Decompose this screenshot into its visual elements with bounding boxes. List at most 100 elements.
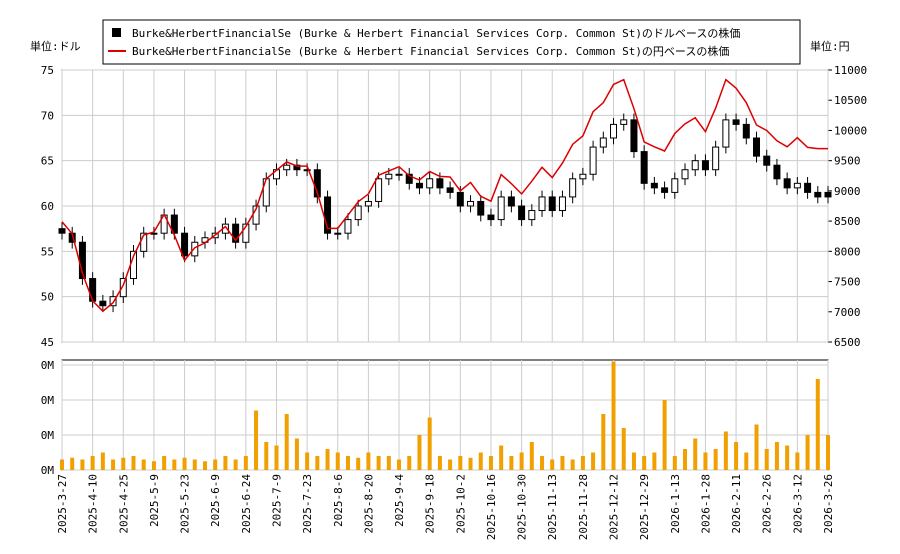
x-tick-label: 2025-10-30 xyxy=(516,474,529,540)
candle-body xyxy=(446,187,454,193)
volume-bar xyxy=(683,449,688,470)
candle-body xyxy=(814,191,822,198)
candle-body xyxy=(99,300,107,307)
volume-bar xyxy=(815,379,820,470)
legend-swatch xyxy=(112,28,121,37)
candle-body xyxy=(528,210,536,221)
volume-bar xyxy=(202,461,207,470)
volume-bar xyxy=(662,400,667,470)
x-tick-label: 2026-3-12 xyxy=(791,474,804,534)
volume-bar xyxy=(437,456,442,470)
volume-bar xyxy=(448,459,453,470)
volume-bar xyxy=(529,442,534,470)
y2-tick-label: 7500 xyxy=(834,276,861,289)
volume-bar xyxy=(274,445,279,470)
candle-body xyxy=(691,160,699,171)
volume-bar xyxy=(325,449,330,470)
x-tick-label: 2025-7-23 xyxy=(301,474,314,534)
candle-body xyxy=(181,232,189,257)
y2-tick-label: 9000 xyxy=(834,185,861,198)
volume-bar xyxy=(734,442,739,470)
volume-bar xyxy=(111,459,116,470)
candle-body xyxy=(763,155,771,166)
volume-bar xyxy=(80,459,85,470)
candle-body xyxy=(671,178,679,193)
volume-bar xyxy=(642,456,647,470)
volume-bar xyxy=(335,452,340,470)
y-tick-label: 65 xyxy=(41,155,54,168)
legend-box xyxy=(102,19,801,65)
volume-bar xyxy=(356,457,361,470)
x-tick-label: 2025-9-18 xyxy=(424,474,437,534)
x-tick-label: 2025-12-12 xyxy=(608,474,621,540)
volume-bar xyxy=(305,452,310,470)
volume-bar xyxy=(703,452,708,470)
volume-bar xyxy=(570,459,575,470)
y-axis-label: 単位:ドル xyxy=(30,39,81,53)
candle-body xyxy=(150,232,158,235)
volume-bar xyxy=(254,410,259,470)
volume-bar xyxy=(284,414,289,470)
volume-bar xyxy=(345,456,350,470)
volume-bar xyxy=(233,459,238,470)
x-tick-label: 2025-5-23 xyxy=(179,474,192,534)
volume-bar xyxy=(264,442,269,470)
candle-body xyxy=(334,232,342,235)
volume-bar xyxy=(509,456,514,470)
volume-bar xyxy=(519,452,524,470)
y2-tick-label: 10500 xyxy=(834,94,867,107)
x-tick-label: 2025-11-28 xyxy=(577,474,590,540)
volume-bar xyxy=(407,456,412,470)
candle-body xyxy=(344,219,352,234)
volume-bar xyxy=(591,452,596,470)
candle-body xyxy=(640,151,648,184)
x-tick-label: 2025-12-29 xyxy=(638,474,651,540)
volume-bar xyxy=(580,456,585,470)
legend-label: Burke&HerbertFinancialSe (Burke & Herber… xyxy=(132,26,740,40)
candle-body xyxy=(170,214,178,234)
volume-tick-label: 0M xyxy=(41,359,55,372)
y2-tick-label: 11000 xyxy=(834,64,867,77)
yen-line xyxy=(61,78,828,313)
candle-body xyxy=(242,223,250,243)
y-tick-label: 75 xyxy=(41,64,54,77)
candle-body xyxy=(579,173,587,180)
candle-body xyxy=(650,182,658,189)
candle-body xyxy=(497,196,505,221)
candle-body xyxy=(569,178,577,198)
volume-bar xyxy=(192,459,197,470)
x-tick-label: 2025-9-4 xyxy=(393,474,406,527)
candle-body xyxy=(742,123,750,139)
candle-body xyxy=(324,196,332,234)
candle-body xyxy=(456,191,464,207)
candle-body xyxy=(119,278,127,298)
candle-body xyxy=(426,178,434,189)
candle-body xyxy=(630,119,638,153)
volume-bar xyxy=(795,452,800,470)
candle-body xyxy=(436,178,444,189)
volume-bar xyxy=(672,456,677,470)
candle-body xyxy=(548,196,556,212)
volume-tick-label: 0M xyxy=(41,464,55,477)
x-tick-label: 2025-10-2 xyxy=(454,474,467,534)
y-tick-label: 45 xyxy=(41,336,54,349)
y2-tick-label: 8500 xyxy=(834,215,861,228)
volume-bar xyxy=(611,361,616,470)
x-tick-label: 2025-6-24 xyxy=(240,474,253,534)
x-tick-label: 2026-1-28 xyxy=(699,474,712,534)
volume-bar xyxy=(693,438,698,470)
y2-tick-label: 6500 xyxy=(834,336,861,349)
candle-body xyxy=(232,223,240,243)
candle-body xyxy=(599,137,607,148)
volume-bar xyxy=(601,414,606,470)
candle-body xyxy=(558,196,566,212)
volume-bar xyxy=(785,445,790,470)
volume-bar xyxy=(243,456,248,470)
volume-bar xyxy=(417,435,422,470)
volume-bar xyxy=(100,452,105,470)
volume-bar xyxy=(540,456,545,470)
x-tick-label: 2025-4-10 xyxy=(87,474,100,534)
candle-body xyxy=(58,228,66,234)
y2-axis-label: 単位:円 xyxy=(810,39,850,53)
candle-body xyxy=(487,214,495,221)
